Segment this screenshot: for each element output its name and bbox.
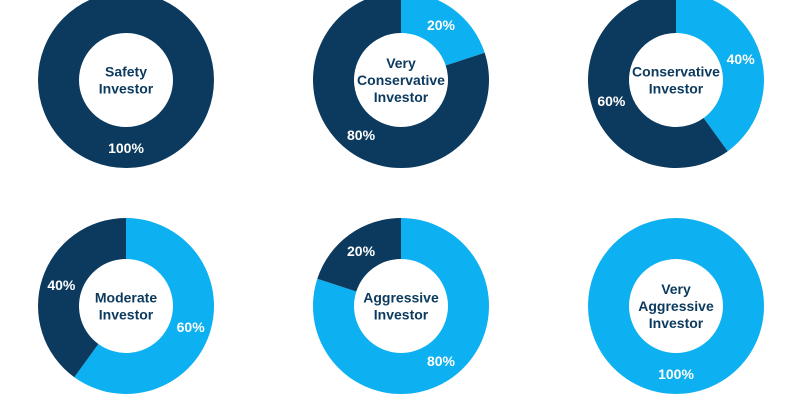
donut-very-conservative-investor: 20% 80% Very Conservative Investor [313, 0, 489, 168]
donut-aggressive-investor: 80% 20% Aggressive Investor [313, 218, 490, 394]
donut-center-title: Conservative Investor [632, 64, 720, 97]
donut-slice-aggressive-investor-1 [313, 218, 490, 394]
donut-slice-moderate-investor-1 [74, 218, 215, 394]
slice-value-label: 60% [597, 93, 626, 109]
donut-slice-very-aggressive-investor-1 [588, 218, 764, 394]
slice-value-label: 80% [427, 353, 456, 369]
donut-moderate-investor: 60% 40% Moderate Investor [38, 218, 215, 394]
donut-safety-investor: 100% Safety Investor [38, 0, 214, 168]
donut-center-title: Aggressive Investor [363, 290, 439, 323]
slice-value-label: 60% [177, 319, 206, 335]
slice-value-label: 20% [347, 243, 376, 259]
slice-value-label: 40% [727, 51, 756, 67]
donut-slice-safety-investor-1 [38, 0, 214, 168]
donut-center-title: Very Conservative Investor [357, 55, 445, 105]
donut-slice-aggressive-investor-2 [317, 218, 401, 292]
slice-value-label: 100% [108, 140, 144, 156]
donut-slice-very-conservative-investor-2 [313, 0, 489, 168]
donut-center-title: Moderate Investor [95, 290, 157, 323]
slice-value-label: 20% [427, 17, 456, 33]
donut-slice-conservative-investor-2 [588, 0, 728, 168]
donut-slice-conservative-investor-1 [676, 0, 764, 152]
slice-value-label: 100% [658, 366, 694, 382]
slice-value-label: 40% [47, 277, 76, 293]
donut-slice-very-conservative-investor-1 [401, 0, 485, 66]
donut-center-title: Safety Investor [99, 64, 154, 97]
donut-conservative-investor: 40% 60% Conservative Investor [588, 0, 764, 168]
donut-slice-moderate-investor-2 [38, 218, 126, 378]
donut-very-aggressive-investor: 100% Very Aggressive Investor [588, 218, 764, 394]
slice-value-label: 80% [347, 127, 376, 143]
donut-center-title: Very Aggressive Investor [638, 281, 714, 331]
